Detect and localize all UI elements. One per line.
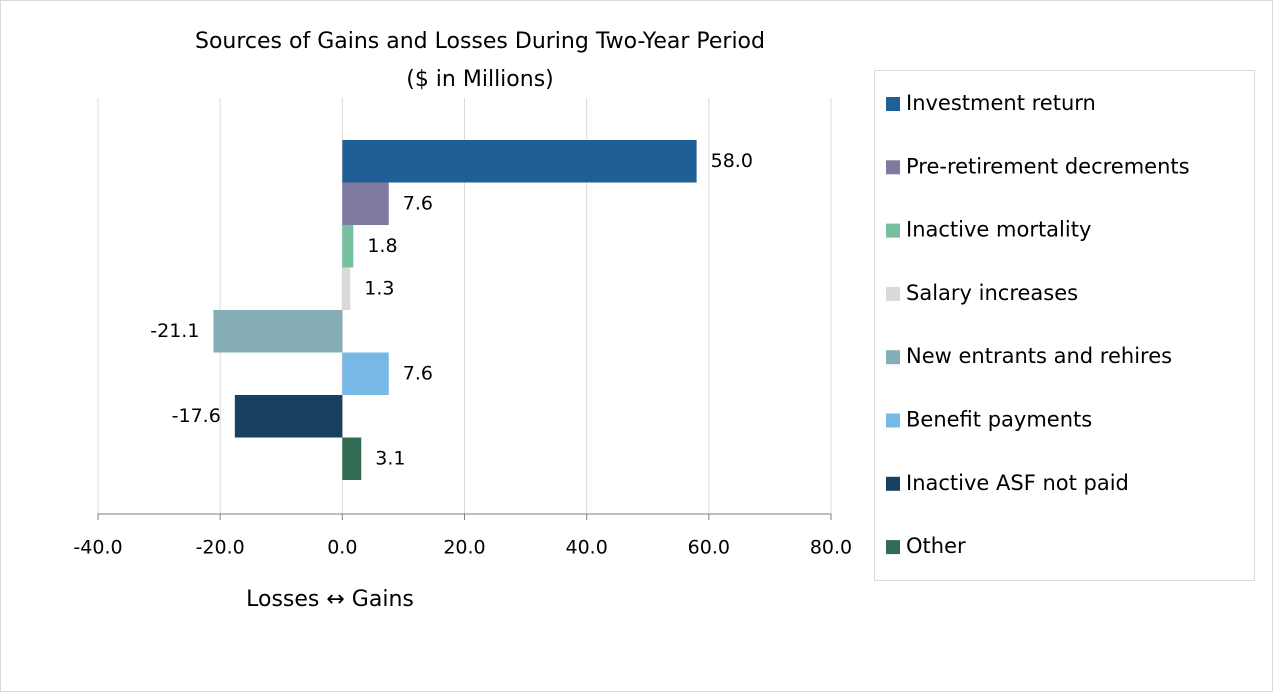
- bar: [342, 267, 351, 310]
- bar: [342, 352, 389, 395]
- bar: [342, 140, 697, 183]
- x-tick-label: 60.0: [688, 537, 730, 559]
- legend-swatch: [886, 97, 900, 111]
- legend-swatch: [886, 476, 900, 491]
- legend-label: Investment return: [906, 91, 1096, 115]
- bar: [342, 437, 362, 480]
- x-tick-label: 40.0: [566, 537, 608, 559]
- bar: [213, 310, 343, 353]
- x-tick-label: 0.0: [327, 537, 357, 559]
- legend-swatch: [886, 223, 900, 238]
- data-label: 7.6: [403, 192, 433, 214]
- data-label: 7.6: [403, 362, 433, 384]
- legend-label: Salary increases: [906, 281, 1078, 305]
- bar: [234, 395, 343, 438]
- legend-label: Inactive ASF not paid: [906, 471, 1129, 495]
- bar: [342, 182, 389, 225]
- legend-swatch: [886, 540, 900, 555]
- x-tick-label: 80.0: [810, 537, 852, 559]
- data-label: 3.1: [375, 447, 405, 469]
- bar: [342, 225, 354, 268]
- legend-swatch: [886, 286, 900, 301]
- legend-swatch: [886, 413, 900, 428]
- data-label: -17.6: [172, 405, 221, 427]
- legend-label: Benefit payments: [906, 408, 1092, 432]
- x-tick-label: 20.0: [443, 537, 485, 559]
- chart-subtitle: ($ in Millions): [406, 67, 554, 92]
- legend-swatch: [886, 350, 900, 365]
- legend-label: Inactive mortality: [906, 218, 1091, 242]
- data-label: 58.0: [711, 150, 753, 172]
- data-label: -21.1: [150, 320, 199, 342]
- legend-label: New entrants and rehires: [906, 344, 1172, 368]
- legend-box: [874, 70, 1255, 581]
- x-axis-label: Losses ↔ Gains: [246, 587, 414, 612]
- data-label: 1.8: [367, 235, 397, 257]
- legend-label: Pre-retirement decrements: [906, 154, 1190, 178]
- chart-title: Sources of Gains and Losses During Two-Y…: [195, 29, 765, 54]
- x-tick-label: -20.0: [196, 537, 245, 559]
- x-tick-label: -40.0: [73, 537, 122, 559]
- data-label: 1.3: [364, 277, 394, 299]
- legend-label: Other: [906, 534, 966, 558]
- legend-swatch: [886, 160, 900, 175]
